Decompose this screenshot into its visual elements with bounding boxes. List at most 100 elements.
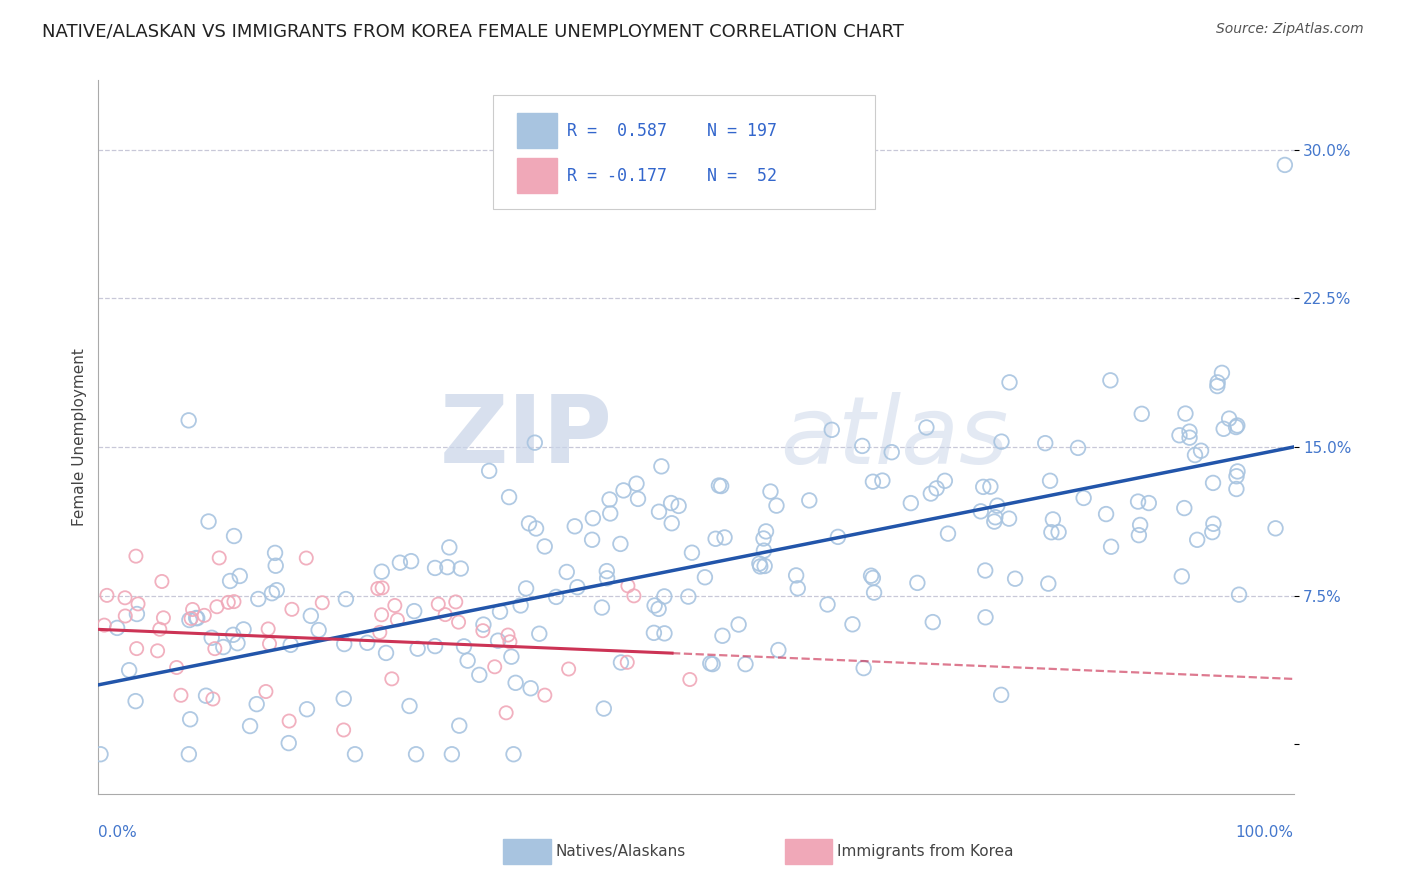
- Point: [1185, 533, 1208, 547]
- Point: [517, 516, 540, 531]
- Point: [1227, 588, 1250, 602]
- Point: [247, 592, 270, 607]
- Point: [623, 589, 645, 603]
- Point: [193, 608, 215, 623]
- Point: [983, 515, 1005, 529]
- Point: [436, 560, 458, 574]
- Point: [786, 582, 808, 596]
- Point: [546, 590, 568, 604]
- Point: [1099, 540, 1122, 554]
- Point: [862, 571, 884, 585]
- Point: [498, 490, 520, 504]
- Point: [505, 675, 527, 690]
- Point: [332, 691, 354, 706]
- Point: [179, 712, 201, 726]
- Point: [404, 604, 426, 618]
- Point: [118, 663, 141, 677]
- Text: atlas: atlas: [779, 392, 1008, 483]
- Point: [180, 611, 202, 625]
- Point: [457, 654, 479, 668]
- Point: [710, 479, 733, 493]
- Point: [177, 747, 200, 762]
- Point: [264, 558, 287, 573]
- Point: [860, 568, 883, 582]
- Point: [449, 719, 471, 733]
- Point: [406, 641, 429, 656]
- Point: [1225, 469, 1247, 483]
- Point: [862, 475, 884, 489]
- Point: [166, 660, 188, 674]
- Point: [170, 688, 193, 702]
- Point: [652, 590, 675, 604]
- Point: [177, 413, 200, 427]
- Point: [181, 602, 204, 616]
- Point: [529, 626, 551, 640]
- Point: [863, 585, 886, 599]
- Point: [785, 568, 807, 582]
- Point: [125, 549, 148, 563]
- Point: [125, 641, 148, 656]
- Point: [765, 499, 787, 513]
- Point: [648, 505, 671, 519]
- Point: [384, 599, 406, 613]
- Point: [599, 492, 621, 507]
- Text: 0.0%: 0.0%: [98, 825, 138, 840]
- FancyBboxPatch shape: [517, 158, 557, 193]
- Point: [1201, 525, 1223, 540]
- Point: [266, 583, 288, 598]
- Point: [444, 595, 467, 609]
- Point: [596, 571, 619, 585]
- Point: [564, 519, 586, 533]
- Point: [450, 561, 472, 575]
- Point: [1047, 525, 1070, 540]
- Text: R =  0.587    N = 197: R = 0.587 N = 197: [567, 121, 778, 139]
- Point: [1173, 501, 1195, 516]
- Point: [264, 546, 287, 560]
- Point: [1274, 158, 1296, 172]
- Point: [821, 423, 844, 437]
- Point: [93, 618, 115, 632]
- Point: [610, 656, 633, 670]
- Point: [872, 474, 894, 488]
- FancyBboxPatch shape: [494, 95, 875, 209]
- Point: [427, 597, 450, 611]
- Point: [1168, 428, 1191, 442]
- Point: [356, 636, 378, 650]
- Point: [519, 681, 541, 696]
- Point: [990, 688, 1012, 702]
- Point: [229, 569, 252, 583]
- Point: [405, 747, 427, 762]
- Point: [232, 623, 254, 637]
- Point: [186, 611, 208, 625]
- Point: [388, 556, 411, 570]
- Point: [208, 550, 231, 565]
- Point: [699, 657, 721, 671]
- Point: [1189, 443, 1212, 458]
- Point: [990, 434, 1012, 449]
- Point: [661, 516, 683, 531]
- Point: [915, 420, 938, 434]
- Point: [693, 570, 716, 584]
- Point: [370, 607, 392, 622]
- Point: [704, 532, 727, 546]
- Point: [599, 507, 621, 521]
- Point: [114, 591, 136, 605]
- Point: [278, 714, 301, 728]
- Text: ZIP: ZIP: [440, 391, 612, 483]
- Point: [371, 565, 394, 579]
- Point: [972, 480, 994, 494]
- Point: [817, 598, 839, 612]
- Text: Immigrants from Korea: Immigrants from Korea: [837, 845, 1014, 859]
- Point: [146, 644, 169, 658]
- Point: [471, 624, 494, 638]
- Point: [1178, 431, 1201, 445]
- Point: [478, 464, 501, 478]
- Point: [114, 609, 136, 624]
- Point: [222, 628, 245, 642]
- Point: [468, 668, 491, 682]
- Point: [851, 439, 873, 453]
- Point: [1202, 475, 1225, 490]
- Point: [1178, 425, 1201, 439]
- Point: [755, 524, 778, 539]
- Point: [280, 638, 302, 652]
